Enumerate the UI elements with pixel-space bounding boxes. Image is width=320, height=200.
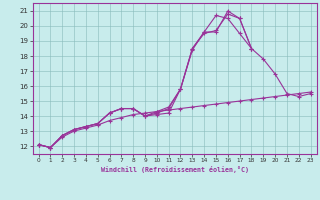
X-axis label: Windchill (Refroidissement éolien,°C): Windchill (Refroidissement éolien,°C)	[100, 166, 249, 173]
